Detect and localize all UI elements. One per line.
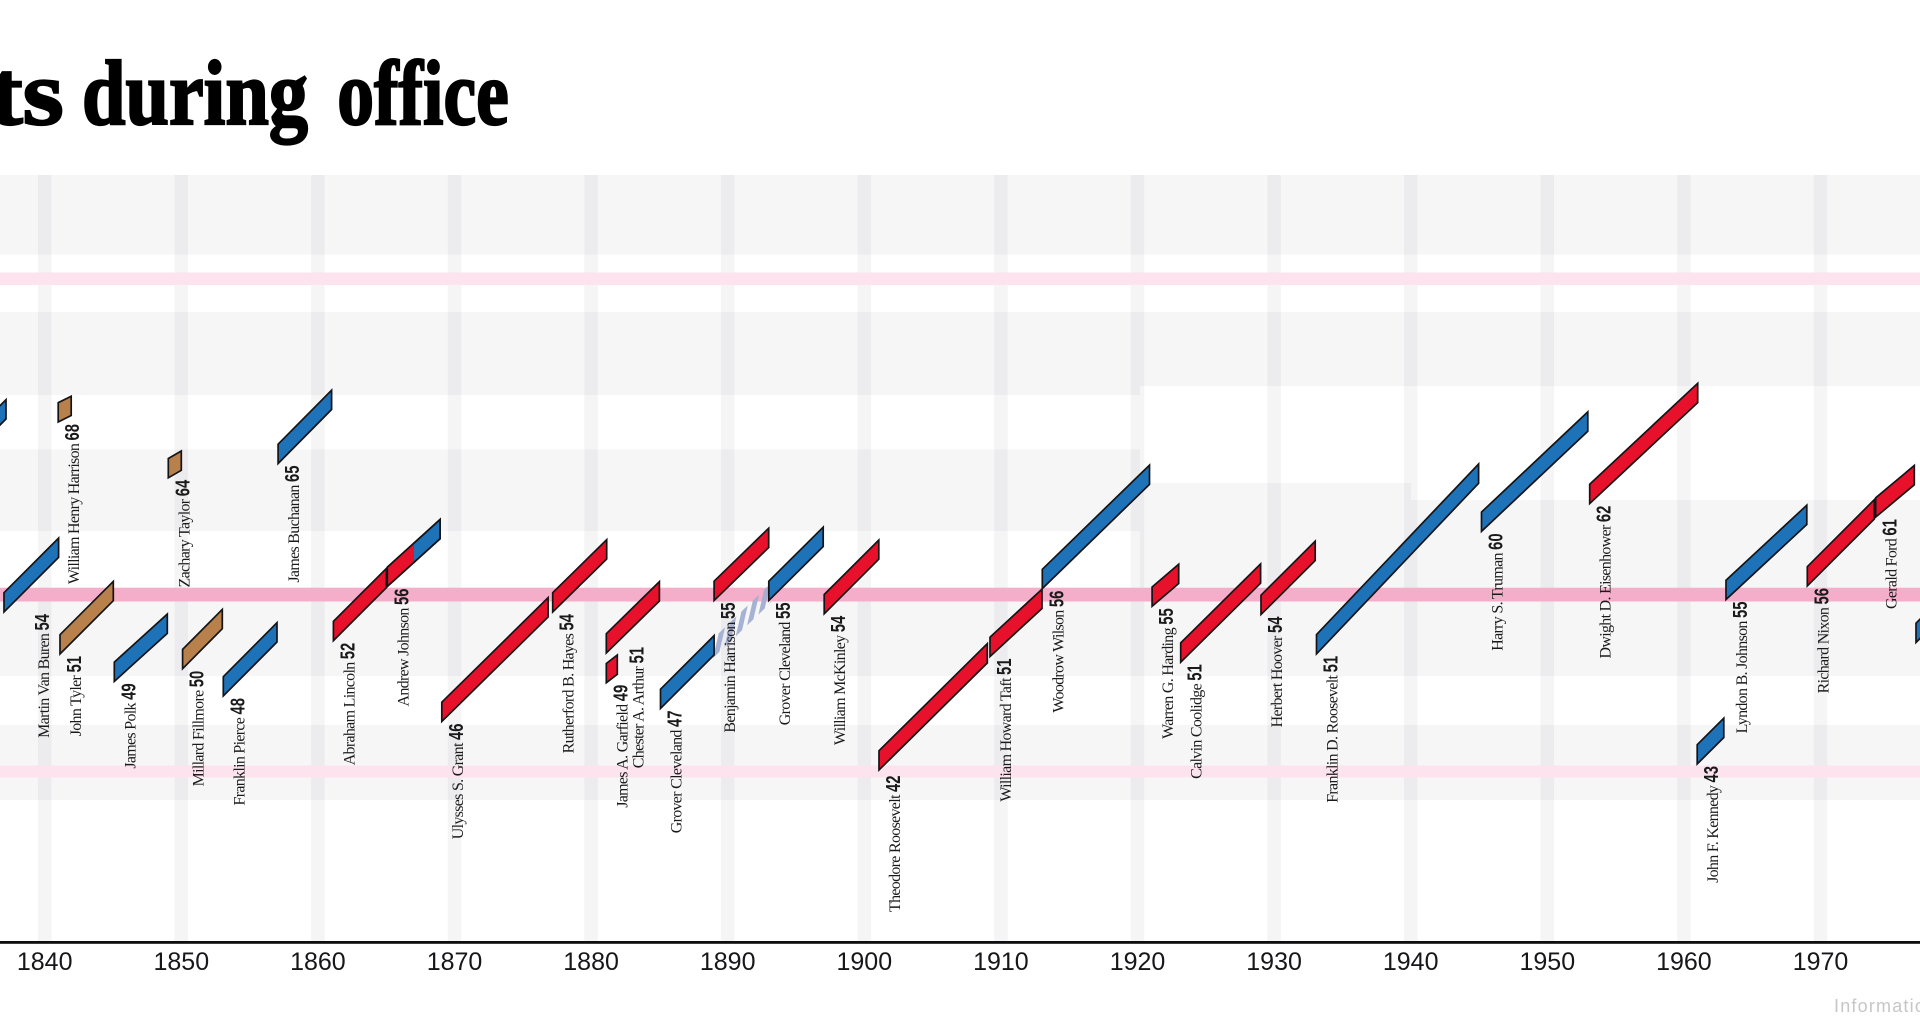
svg-text:1850: 1850	[153, 948, 209, 976]
svg-text:Zachary Taylor 64: Zachary Taylor 64	[171, 479, 194, 587]
svg-text:Abraham Lincoln 52: Abraham Lincoln 52	[336, 643, 359, 766]
svg-text:1860: 1860	[290, 948, 346, 976]
svg-text:Woodrow Wilson 56: Woodrow Wilson 56	[1045, 591, 1068, 713]
svg-text:William McKinley 54: William McKinley 54	[827, 615, 850, 745]
svg-text:1890: 1890	[700, 948, 756, 976]
svg-text:office: office	[337, 43, 509, 145]
svg-text:Rutherford B. Hayes 54: Rutherford B. Hayes 54	[556, 614, 579, 754]
svg-text:Grover Cleveland 55: Grover Cleveland 55	[772, 603, 795, 726]
svg-text:Lyndon B. Johnson 55: Lyndon B. Johnson 55	[1729, 602, 1752, 734]
svg-text:Calvin Coolidge 51: Calvin Coolidge 51	[1184, 664, 1207, 779]
svg-text:Franklin Pierce 48: Franklin Pierce 48	[226, 698, 249, 806]
svg-text:1900: 1900	[836, 948, 892, 976]
svg-text:Warren G. Harding 55: Warren G. Harding 55	[1155, 608, 1178, 739]
svg-text:John Tyler 51: John Tyler 51	[63, 656, 86, 736]
svg-text:1870: 1870	[427, 948, 483, 976]
svg-text:Ulysses S. Grant 46: Ulysses S. Grant 46	[445, 724, 468, 840]
svg-text:Andrew Johnson 56: Andrew Johnson 56	[390, 589, 413, 707]
svg-text:1930: 1930	[1246, 948, 1302, 976]
svg-text:1920: 1920	[1110, 948, 1166, 976]
svg-text:Martin Van Buren 54: Martin Van Buren 54	[31, 614, 54, 738]
svg-text:Theodore Roosevelt 42: Theodore Roosevelt 42	[882, 776, 905, 913]
svg-text:Millard Fillmore 50: Millard Fillmore 50	[186, 671, 209, 787]
svg-text:James Buchanan 65: James Buchanan 65	[281, 466, 304, 583]
svg-text:1960: 1960	[1656, 948, 1712, 976]
svg-text:Grover Cleveland 47: Grover Cleveland 47	[664, 711, 687, 834]
svg-text:Chester A. Arthur 51: Chester A. Arthur 51	[625, 647, 648, 768]
svg-text:Dwight D. Eisenhower 62: Dwight D. Eisenhower 62	[1593, 506, 1616, 659]
svg-text:John F. Kennedy 43: John F. Kennedy 43	[1700, 766, 1723, 883]
svg-text:James A. Garfield 49: James A. Garfield 49	[609, 685, 632, 808]
svg-text:during: during	[82, 43, 308, 144]
svg-text:Benjamin Harrison 55: Benjamin Harrison 55	[717, 603, 740, 733]
svg-text:1880: 1880	[563, 948, 619, 976]
svg-text:1950: 1950	[1519, 948, 1575, 976]
svg-text:Gerald Ford 61: Gerald Ford 61	[1879, 519, 1902, 609]
svg-text:Herbert Hoover 54: Herbert Hoover 54	[1264, 616, 1287, 727]
svg-text:1940: 1940	[1383, 948, 1439, 976]
svg-text:James Polk 49: James Polk 49	[117, 683, 140, 768]
svg-text:Richard Nixon 56: Richard Nixon 56	[1810, 588, 1833, 693]
svg-text:1910: 1910	[973, 948, 1029, 976]
svg-text:William Henry Harrison 68: William Henry Harrison 68	[61, 424, 84, 584]
svg-text:Harry S. Truman 60: Harry S. Truman 60	[1485, 533, 1508, 650]
svg-text:William Howard Taft 51: William Howard Taft 51	[993, 659, 1016, 802]
svg-text:Franklin D. Roosevelt 51: Franklin D. Roosevelt 51	[1320, 656, 1343, 803]
svg-text:ts: ts	[0, 43, 64, 144]
svg-text:1840: 1840	[17, 948, 73, 976]
svg-text:1970: 1970	[1793, 948, 1849, 976]
svg-text:Information is Beautiful: Information is Beautiful	[1834, 996, 1920, 1016]
